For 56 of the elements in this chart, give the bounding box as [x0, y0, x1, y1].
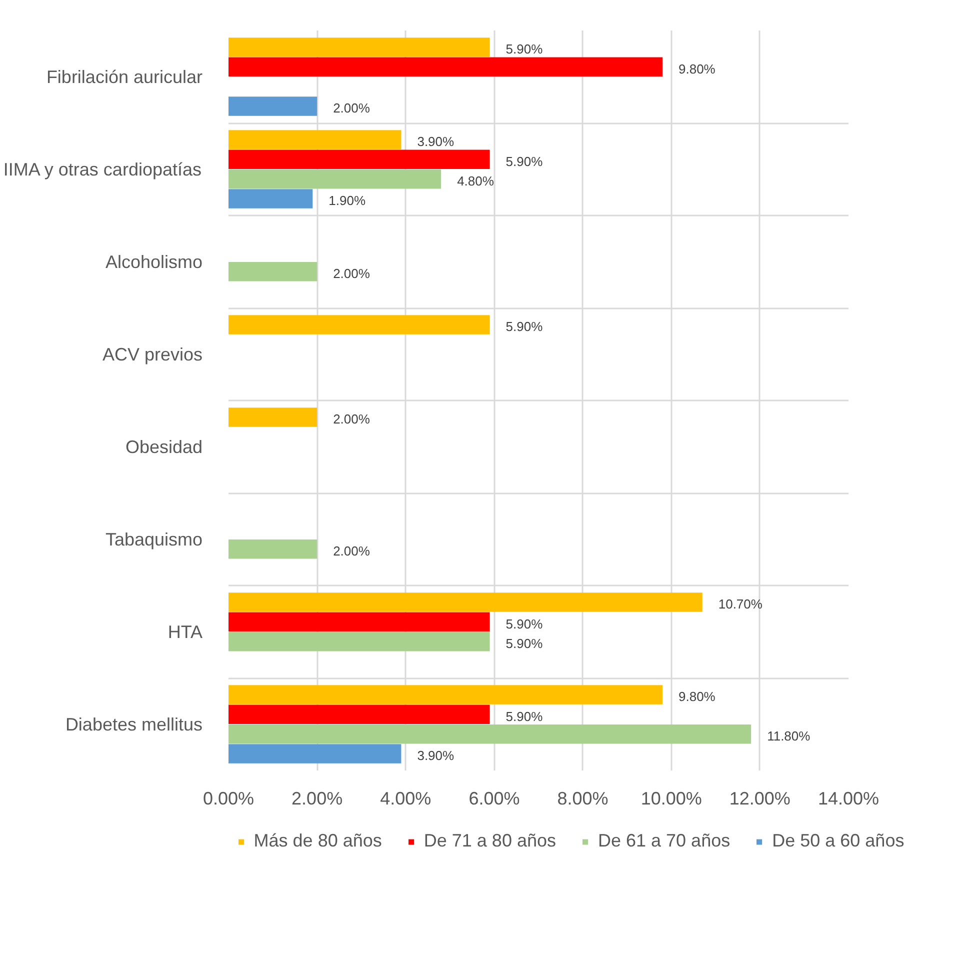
bar [228, 169, 442, 189]
bar [228, 632, 490, 652]
y-tick-label: Obesidad [125, 436, 203, 457]
y-tick-label: HTA [168, 622, 203, 642]
legend-label: De 61 a 70 años [598, 830, 730, 852]
legend-label: Más de 80 años [254, 830, 382, 852]
x-tick-label: 4.00% [380, 788, 432, 808]
data-label: 5.90% [506, 42, 544, 57]
bar [228, 315, 490, 334]
data-label: 5.90% [506, 708, 544, 724]
x-tick-label: 8.00% [557, 788, 608, 808]
x-tick-label: 6.00% [468, 788, 520, 808]
data-label: 2.00% [333, 412, 370, 427]
data-label: 2.00% [333, 266, 370, 281]
bar [228, 130, 402, 150]
bar [228, 262, 318, 282]
data-label: 3.90% [417, 748, 455, 764]
bar [228, 38, 490, 57]
x-tick-label: 14.00% [818, 788, 880, 808]
bar [228, 592, 702, 612]
x-tick-label: 10.00% [640, 788, 702, 808]
legend-label: De 71 a 80 años [424, 830, 556, 852]
y-tick-label: Diabetes mellitus [65, 714, 203, 734]
y-tick-label: IIMA y otras cardiopatías [3, 159, 202, 180]
legend-label: De 50 a 60 años [772, 830, 904, 852]
bar [228, 96, 318, 116]
data-label: 1.90% [328, 193, 366, 208]
data-label: 10.70% [718, 596, 763, 612]
bar [228, 408, 318, 427]
data-label: 4.80% [457, 173, 494, 188]
bar [228, 685, 662, 704]
bar [228, 189, 313, 208]
data-label: 2.00% [333, 100, 370, 116]
data-label: 5.90% [506, 319, 544, 334]
y-tick-label: ACV previos [102, 344, 203, 364]
bar [228, 744, 402, 764]
bar [228, 150, 490, 170]
bar [228, 724, 752, 744]
x-tick-label: 12.00% [729, 788, 790, 808]
y-tick-label: Fibrilación auricular [46, 66, 203, 87]
data-label: 2.00% [333, 543, 370, 558]
y-tick-label: Tabaquismo [105, 529, 203, 550]
bar [228, 539, 318, 559]
data-label: 5.90% [506, 154, 544, 169]
data-label: 11.80% [767, 728, 811, 744]
y-tick-label: Alcoholismo [105, 252, 203, 272]
bar [228, 704, 490, 724]
data-label: 5.90% [506, 636, 544, 651]
x-tick-label: 0.00% [202, 788, 254, 808]
data-label: 9.80% [678, 689, 716, 704]
data-label: 5.90% [506, 616, 544, 632]
bar [228, 57, 662, 77]
data-label: 9.80% [678, 61, 716, 76]
bar [228, 612, 490, 632]
data-label: 3.90% [417, 134, 455, 150]
x-tick-label: 2.00% [292, 788, 343, 808]
